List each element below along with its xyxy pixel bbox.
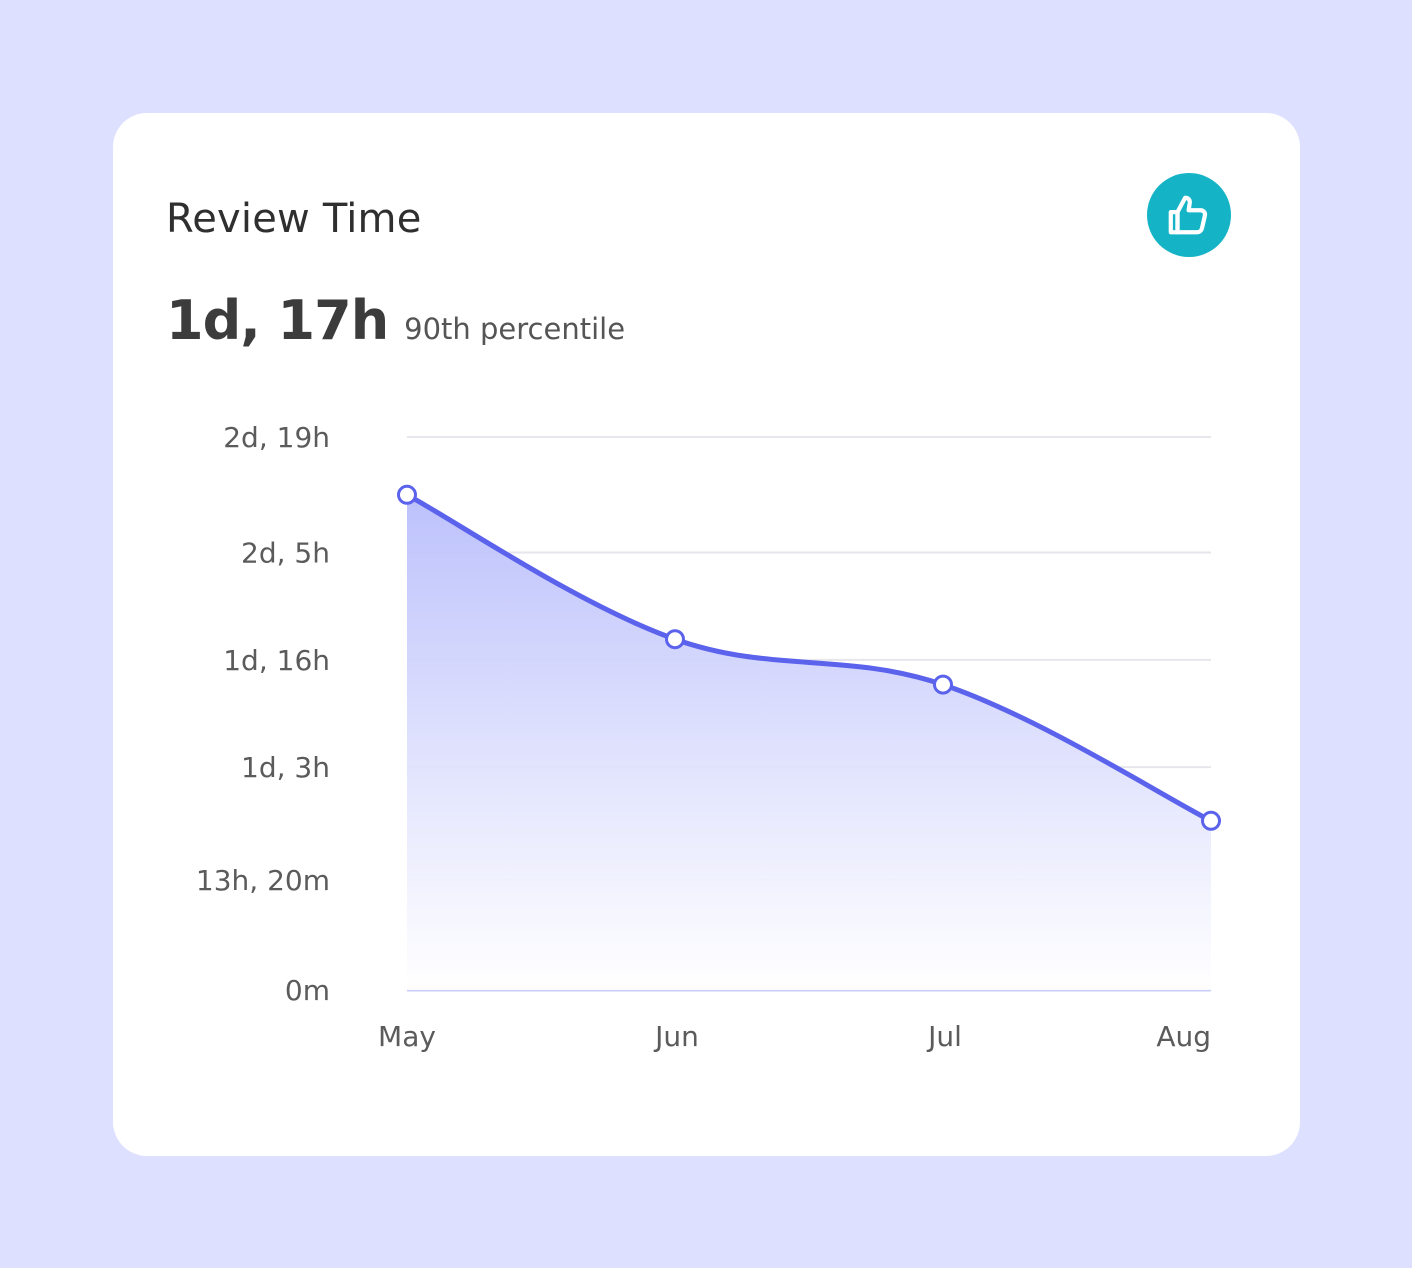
thumbs-up-icon [1168, 195, 1208, 235]
metric-caption: 90th percentile [404, 312, 626, 346]
x-tick-label: May [378, 1020, 436, 1053]
data-point[interactable] [665, 629, 685, 650]
chart-area-layer [407, 494, 1211, 990]
x-tick-label: Jul [926, 1020, 962, 1053]
series-area [407, 494, 1211, 990]
data-point[interactable] [397, 484, 417, 505]
y-tick-label: 1d, 3h [241, 751, 330, 784]
y-tick-label: 1d, 16h [223, 644, 330, 677]
y-tick-label: 13h, 20m [196, 864, 330, 897]
thumbs-up-badge[interactable] [1147, 173, 1231, 257]
series-line [404, 492, 1214, 824]
data-point[interactable] [933, 674, 953, 695]
x-tick-label: Jun [653, 1020, 699, 1053]
x-tick-label: Aug [1156, 1020, 1211, 1053]
chart-line-layer [404, 492, 1214, 824]
y-tick-label: 0m [285, 974, 330, 1007]
y-axis-labels: 0m 13h, 20m 1d, 3h 1d, 16h 2d, 5h 2d, 19h [196, 421, 330, 1007]
y-tick-label: 2d, 5h [241, 537, 330, 570]
x-axis-labels: May Jun Jul Aug [378, 1020, 1211, 1053]
metric-summary: 1d, 17h 90th percentile [166, 289, 625, 352]
metric-value: 1d, 17h [166, 289, 389, 352]
data-point[interactable] [1201, 810, 1221, 831]
card-title: Review Time [166, 196, 422, 242]
chart-point-layer [397, 484, 1221, 831]
y-tick-label: 2d, 19h [223, 421, 330, 454]
